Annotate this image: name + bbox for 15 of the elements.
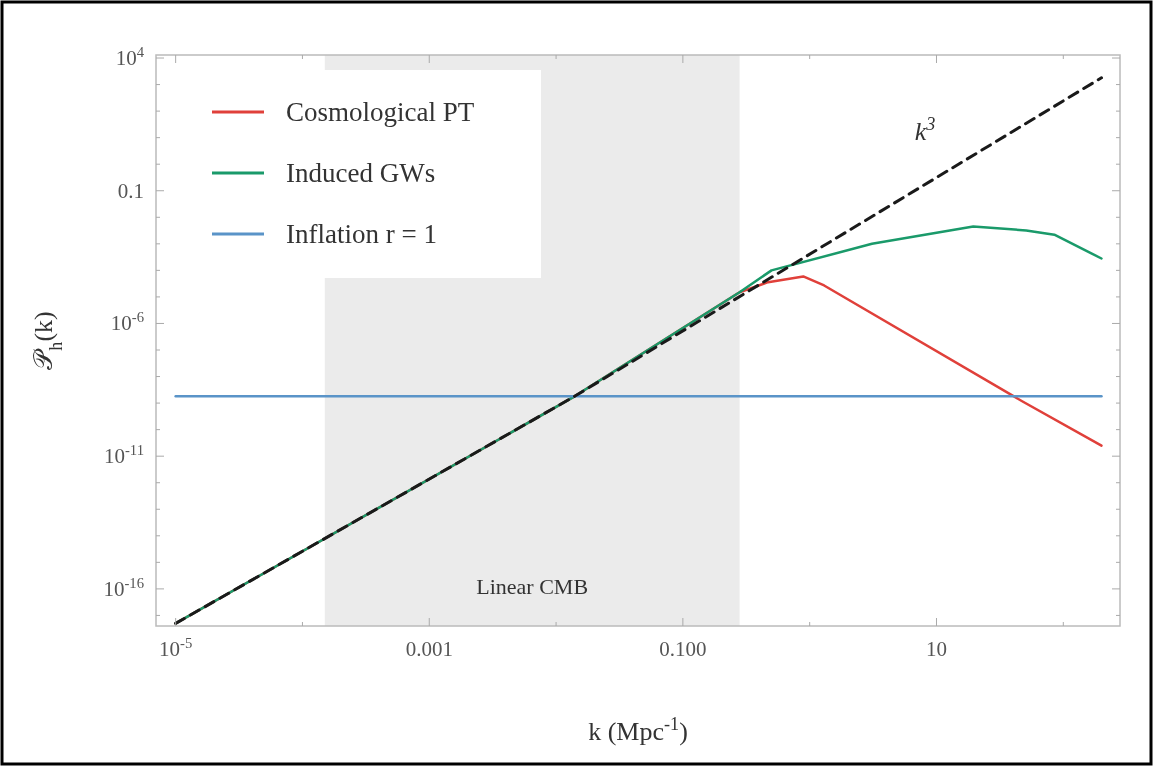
legend-label: Cosmological PT (286, 97, 475, 127)
y-tick-label: 0.1 (117, 178, 144, 203)
x-axis-title: k (Mpc$^{-1}$) (588, 714, 688, 746)
y-tick-label: 10$^{4}$ (115, 44, 145, 71)
x-tick-label: 0.100 (659, 637, 707, 661)
band-label: Linear CMB (476, 574, 589, 599)
x-tick-label: 10$^{-5}$ (159, 635, 193, 661)
y-tick-label: 10$^{-11}$ (103, 442, 144, 469)
legend-label: Inflation r = 1 (286, 219, 437, 249)
y-tick-label: 10$^{-6}$ (110, 309, 144, 336)
legend-label: Induced GWs (286, 158, 436, 188)
y-tick-label: 10$^{-16}$ (103, 574, 144, 601)
x-tick-label: 10 (925, 637, 947, 661)
x-tick-label: 0.001 (405, 637, 453, 661)
annotation: k$^{3}$ (914, 114, 936, 146)
